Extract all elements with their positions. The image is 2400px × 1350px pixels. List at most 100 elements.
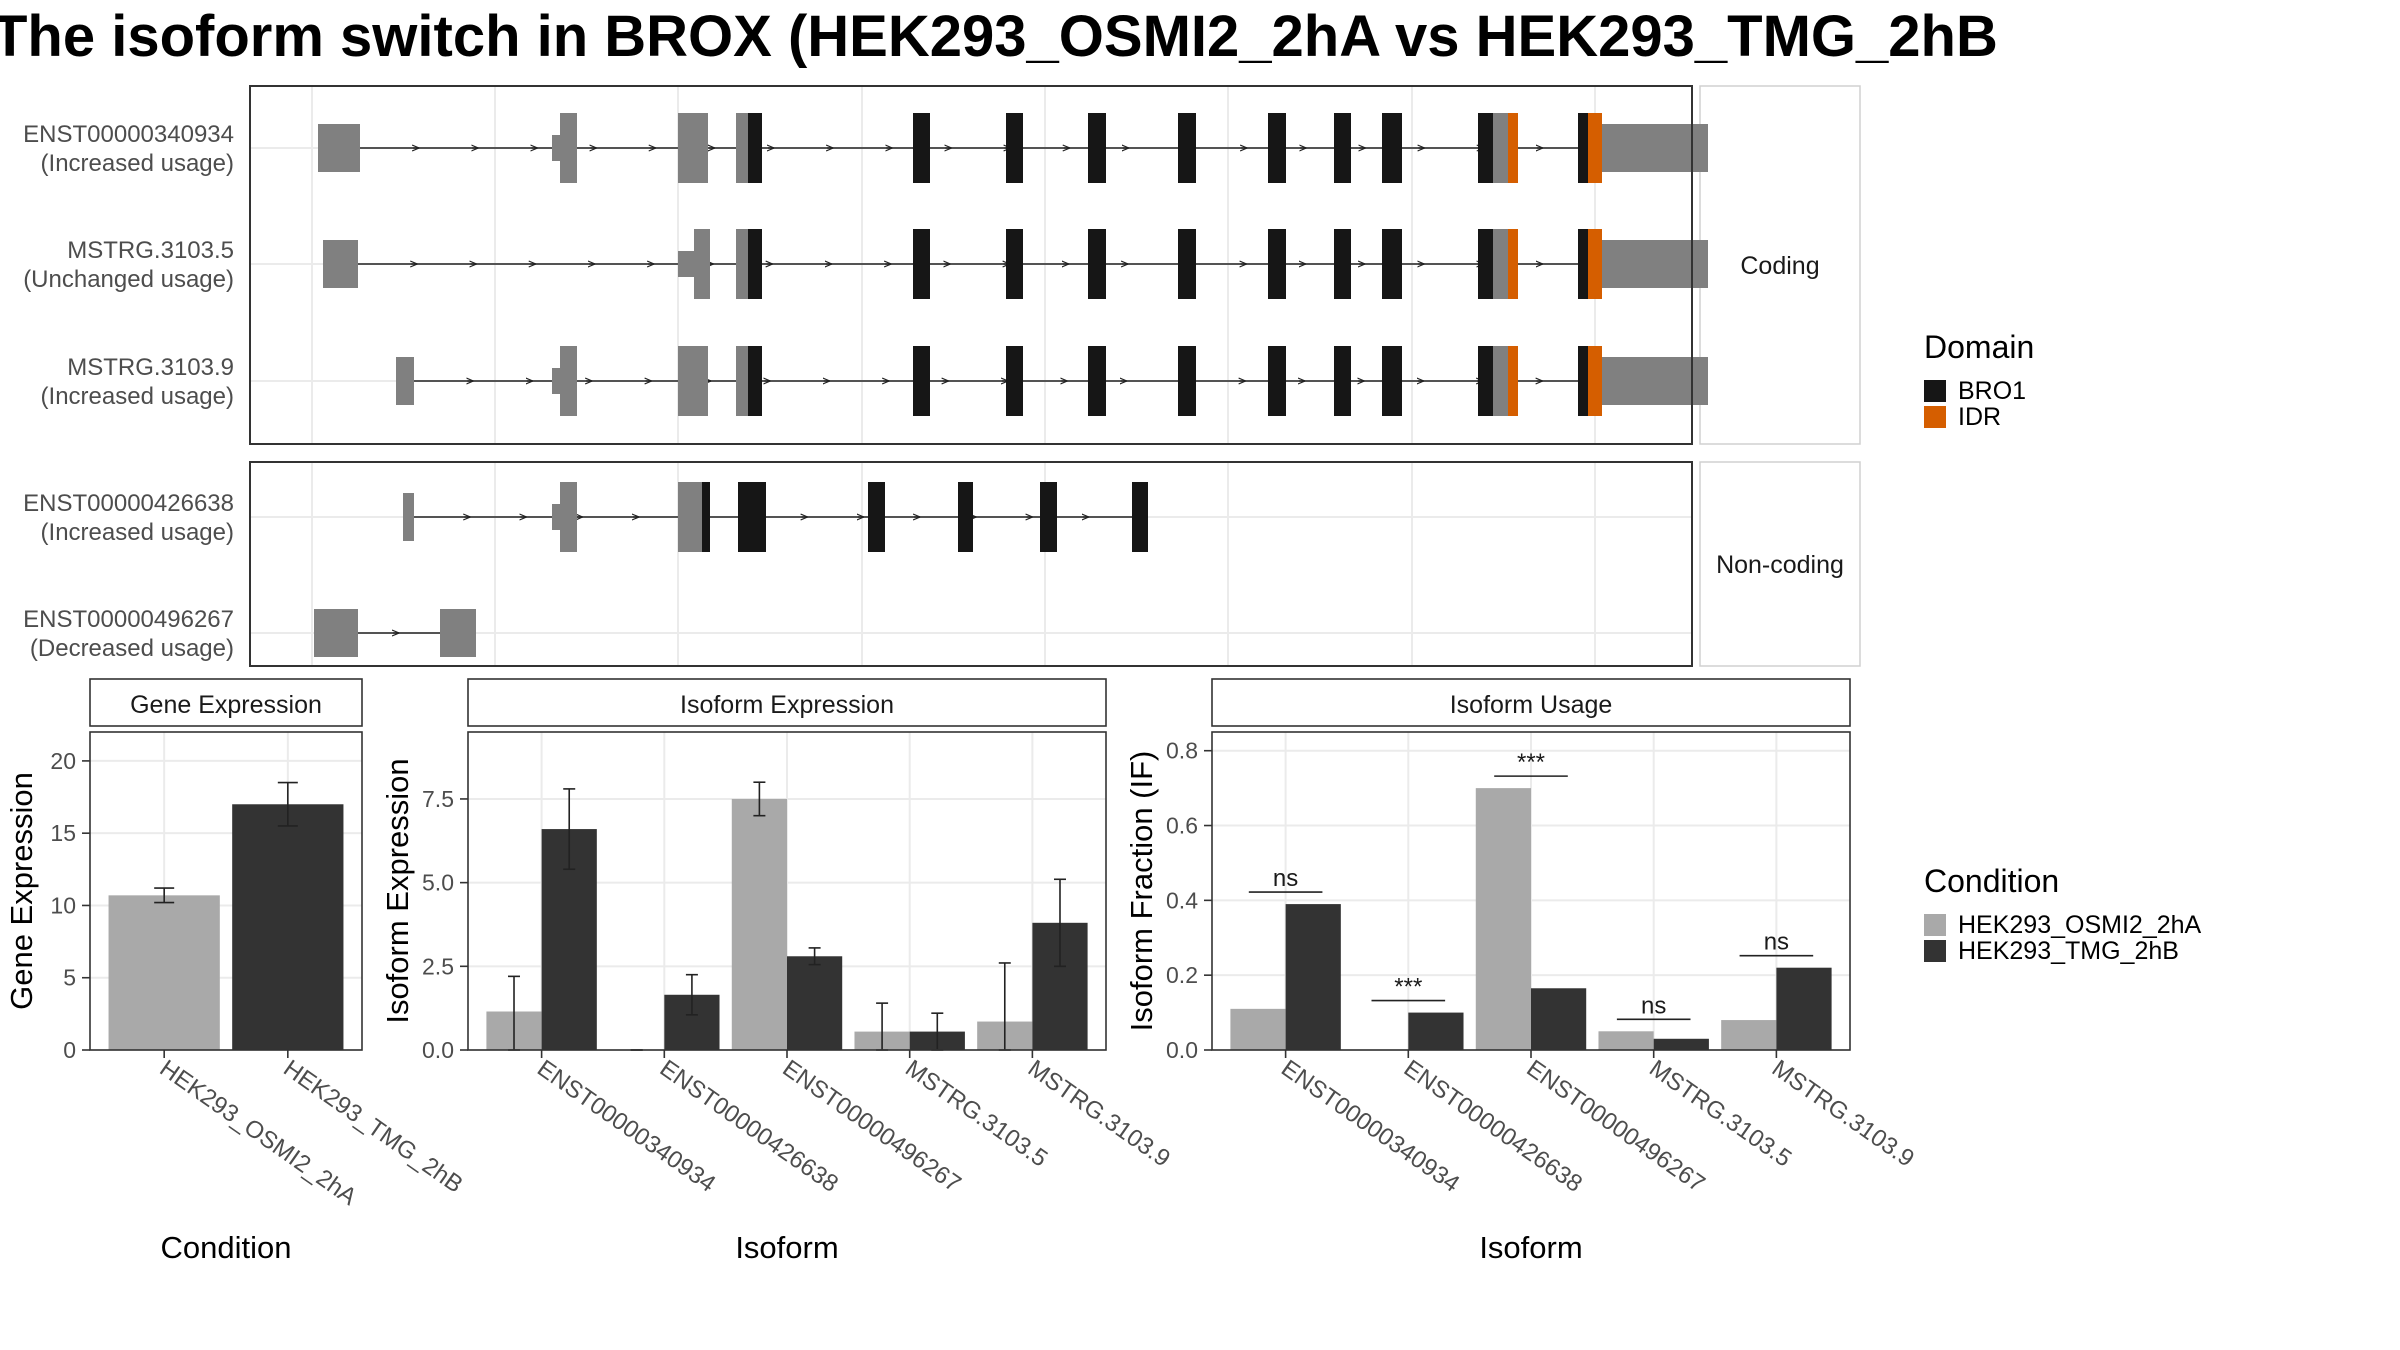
exon: [736, 113, 748, 183]
bro1-domain: [913, 113, 930, 183]
bro1-domain: [1088, 229, 1106, 299]
exon: [1493, 229, 1508, 299]
chart-strip: [89, 678, 363, 727]
y-tick-label: 20: [50, 748, 76, 774]
y-tick-label: 0.6: [1166, 813, 1198, 839]
domain-legend-key: [1924, 380, 1946, 402]
bro1-domain: [1006, 346, 1023, 416]
y-tick-label: 0.0: [1166, 1037, 1198, 1063]
y-tick-label: 5: [63, 965, 76, 991]
bro1-domain: [702, 482, 710, 552]
transcript-panel-border: [249, 85, 1693, 445]
x-axis-title: Isoform: [735, 1230, 838, 1265]
strip-bg: [1699, 85, 1861, 445]
exon: [396, 357, 414, 405]
idr-domain: [1588, 229, 1602, 299]
transcript-usage: (Unchanged usage): [23, 266, 234, 293]
bro1-domain: [1006, 229, 1023, 299]
y-axis-title: Gene Expression: [4, 772, 39, 1010]
significance-label: ns: [1764, 929, 1789, 956]
transcript-usage: (Increased usage): [41, 383, 234, 410]
exon: [560, 482, 577, 552]
domain-legend-key: [1924, 406, 1946, 428]
bro1-domain: [1040, 482, 1057, 552]
y-tick-label: 0: [63, 1037, 76, 1063]
bar: [1598, 1031, 1654, 1050]
transcript-name: ENST00000340934: [23, 121, 234, 148]
bar: [232, 804, 344, 1050]
exon: [314, 609, 358, 657]
idr-domain: [1508, 229, 1518, 299]
idr-domain: [1508, 113, 1518, 183]
exon: [678, 113, 708, 183]
bro1-domain: [1382, 113, 1402, 183]
bro1-domain: [958, 482, 973, 552]
exon: [552, 504, 560, 530]
bro1-domain: [1478, 346, 1493, 416]
y-tick-label: 2.5: [422, 953, 454, 979]
bro1-domain: [1268, 113, 1286, 183]
exon: [1493, 346, 1508, 416]
condition-legend-key: [1924, 940, 1946, 962]
exon: [736, 229, 748, 299]
strip-label-0: Coding: [1740, 252, 1819, 280]
significance-label: ***: [1394, 974, 1422, 1001]
exon: [1602, 240, 1708, 288]
chart-strip: [1211, 678, 1851, 727]
exon: [694, 229, 710, 299]
transcript-name: MSTRG.3103.9: [67, 354, 234, 381]
significance-label: ns: [1641, 992, 1666, 1019]
bro1-domain: [913, 229, 930, 299]
x-tick-label: HEK293_OSMI2_2hA: [155, 1055, 362, 1211]
bar: [787, 956, 843, 1050]
exon: [323, 240, 358, 288]
y-axis-title: Isoform Expression: [380, 758, 415, 1023]
page-title: The isoform switch in BROX (HEK293_OSMI2…: [0, 4, 1998, 69]
exon: [678, 482, 702, 552]
y-tick-label: 10: [50, 892, 76, 918]
exon: [552, 135, 560, 161]
y-tick-label: 15: [50, 820, 76, 846]
exon: [1493, 113, 1508, 183]
transcript-name: ENST00000496267: [23, 606, 234, 633]
bar: [731, 798, 787, 1050]
bro1-domain: [1382, 346, 1402, 416]
bro1-domain: [1088, 346, 1106, 416]
bar: [1531, 988, 1587, 1050]
y-tick-label: 0.0: [422, 1037, 454, 1063]
significance-label: ***: [1517, 749, 1545, 776]
bro1-domain: [1478, 113, 1493, 183]
bar: [1776, 967, 1832, 1050]
exon: [678, 251, 694, 277]
bro1-domain: [1178, 346, 1196, 416]
exon: [736, 346, 748, 416]
chart-strip-label: Isoform Usage: [1450, 691, 1613, 719]
chart-strip-label: Gene Expression: [130, 691, 322, 719]
bar: [1408, 1012, 1464, 1050]
exon: [440, 609, 476, 657]
exon: [560, 113, 577, 183]
exon: [560, 346, 577, 416]
exon: [552, 368, 560, 394]
idr-domain: [1588, 113, 1602, 183]
bro1-domain: [1578, 346, 1588, 416]
y-tick-label: 5.0: [422, 870, 454, 896]
y-tick-label: 7.5: [422, 786, 454, 812]
bro1-domain: [1334, 113, 1351, 183]
exon: [318, 124, 360, 172]
bro1-domain: [1578, 113, 1588, 183]
y-tick-label: 0.2: [1166, 962, 1198, 988]
bar: [1230, 1008, 1286, 1050]
bro1-domain: [1334, 229, 1351, 299]
idr-domain: [1508, 346, 1518, 416]
bro1-domain: [738, 482, 766, 552]
bar: [1285, 904, 1341, 1050]
bro1-domain: [1178, 229, 1196, 299]
condition-legend-label: HEK293_OSMI2_2hA: [1958, 911, 2202, 939]
domain-legend-label: BRO1: [1958, 377, 2026, 405]
y-tick-label: 0.8: [1166, 738, 1198, 764]
bro1-domain: [748, 113, 762, 183]
bro1-domain: [1334, 346, 1351, 416]
bro1-domain: [1268, 346, 1286, 416]
